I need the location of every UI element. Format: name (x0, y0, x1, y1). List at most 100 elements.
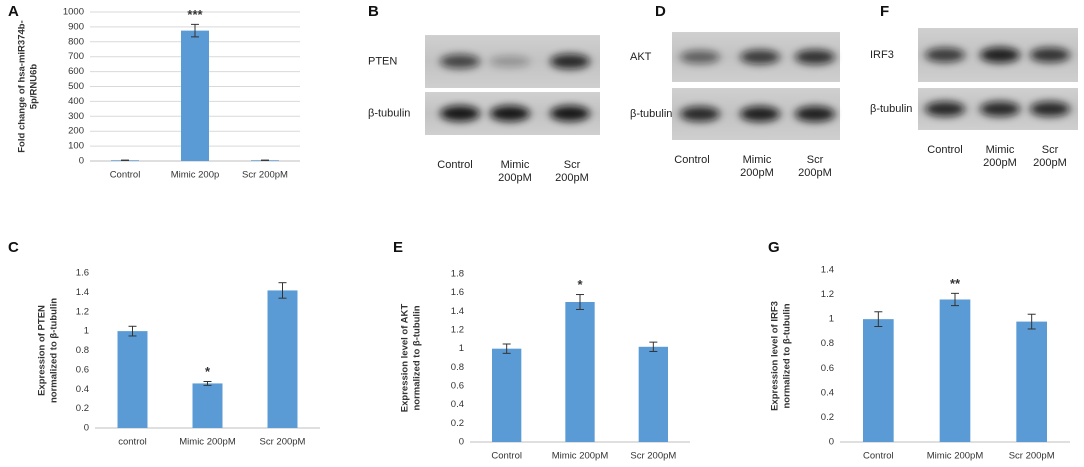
y-tick-label: 1 (459, 343, 464, 354)
y-axis-label: Expression level of AKT (400, 304, 411, 413)
y-tick-label: 0 (84, 423, 89, 434)
blot-column-label: 200pM (498, 172, 532, 184)
blot-column-label: Control (674, 154, 709, 166)
blot-column-label: 200pM (740, 167, 774, 179)
bar (1016, 321, 1047, 442)
y-tick-label: 300 (68, 111, 84, 122)
significance-label: * (205, 364, 211, 379)
blot-band (490, 105, 530, 122)
y-tick-label: 0.6 (451, 381, 464, 392)
error-bar (191, 23, 199, 38)
bar (117, 331, 148, 428)
blot-column-label: Mimic (743, 154, 772, 166)
y-tick-label: 0.4 (76, 384, 89, 395)
y-tick-label: 1.4 (821, 265, 834, 276)
y-tick-label: 1.2 (821, 289, 834, 300)
blot-column-label: 200pM (983, 157, 1017, 169)
y-axis-label: Fold change of hsa-miR374b- (17, 20, 28, 153)
error-bar (1027, 313, 1036, 330)
blot-band (980, 101, 1020, 117)
blot-row-label: β-tubulin (368, 107, 410, 119)
y-tick-label: 0 (829, 437, 834, 448)
panel-label: D (655, 3, 666, 20)
blot-column-label: 200pM (1033, 157, 1067, 169)
blot-band (680, 106, 720, 122)
error-bar (649, 341, 658, 352)
y-tick-label: 200 (68, 126, 84, 137)
bar (939, 299, 971, 442)
x-tick-label: control (118, 437, 147, 448)
y-tick-label: 900 (68, 21, 84, 32)
y-tick-label: 700 (68, 51, 84, 62)
blot-band (440, 54, 480, 69)
bar (181, 30, 209, 161)
x-tick-label: Mimic 200p (171, 170, 220, 181)
y-tick-label: 1.6 (76, 268, 89, 279)
y-tick-label: 0 (79, 156, 84, 167)
x-tick-label: Scr 200pM (260, 437, 306, 448)
x-tick-label: Control (491, 451, 522, 462)
y-tick-label: 0.6 (76, 364, 89, 375)
significance-label: ** (950, 276, 961, 291)
panel-label: B (368, 3, 379, 20)
significance-label: * (577, 277, 583, 292)
y-tick-label: 1.2 (76, 306, 89, 317)
blot-band (550, 53, 590, 70)
y-axis-label: normalized to β-tubulin (412, 305, 423, 410)
blot-row-label: PTEN (368, 55, 397, 67)
blot-column-label: Scr (564, 159, 581, 171)
blot-column-label: Mimic (501, 159, 530, 171)
blot-column-label: Scr (1042, 144, 1059, 156)
blot-row-label: β-tubulin (870, 103, 912, 115)
blot-column-label: Control (437, 159, 472, 171)
y-tick-label: 600 (68, 66, 84, 77)
bar (638, 346, 668, 442)
y-axis-label: Expression level of IRF3 (770, 301, 781, 411)
y-tick-label: 1.4 (451, 306, 464, 317)
blot-band (1030, 47, 1070, 63)
blot-column-label: Mimic (986, 144, 1015, 156)
y-tick-label: 1 (84, 326, 89, 337)
y-tick-label: 0.8 (821, 338, 834, 349)
blot-band (680, 50, 720, 64)
blot-band (550, 105, 590, 122)
y-tick-label: 1.4 (76, 287, 89, 298)
x-tick-label: Mimic 200pM (552, 451, 609, 462)
x-tick-label: Mimic 200pM (927, 451, 984, 462)
y-tick-label: 0.8 (451, 362, 464, 373)
blot-band (795, 49, 835, 65)
y-tick-label: 1 (829, 314, 834, 325)
y-tick-label: 1.8 (451, 269, 464, 280)
blot-row-label: IRF3 (870, 49, 894, 61)
y-tick-label: 0 (459, 437, 464, 448)
significance-label: *** (187, 7, 203, 22)
y-tick-label: 0.4 (821, 387, 834, 398)
y-axis-label: Expression of PTEN (37, 305, 48, 396)
bar (267, 290, 298, 428)
y-tick-label: 800 (68, 36, 84, 47)
blot-column-label: Control (927, 144, 962, 156)
blot-band (490, 55, 530, 68)
blot-row-label: β-tubulin (630, 108, 672, 120)
y-tick-label: 0.2 (821, 412, 834, 423)
blot-band (740, 106, 780, 122)
y-tick-label: 100 (68, 141, 84, 152)
y-tick-label: 0.2 (76, 403, 89, 414)
blot-band (980, 47, 1020, 63)
panel-label: F (880, 3, 889, 20)
error-bar (128, 325, 137, 337)
error-bar (502, 343, 511, 354)
panel-label: G (768, 239, 780, 256)
y-tick-label: 1000 (63, 7, 84, 18)
blot-column-label: 200pM (555, 172, 589, 184)
error-bar (951, 292, 959, 307)
x-tick-label: Control (863, 451, 894, 462)
y-tick-label: 0.6 (821, 363, 834, 374)
x-tick-label: Scr 200pM (630, 451, 676, 462)
y-tick-label: 0.8 (76, 345, 89, 356)
blot-band (925, 47, 965, 63)
y-axis-label: 5p/RNU6b (29, 64, 40, 110)
blot-band (740, 49, 780, 65)
blot-band (440, 105, 480, 122)
